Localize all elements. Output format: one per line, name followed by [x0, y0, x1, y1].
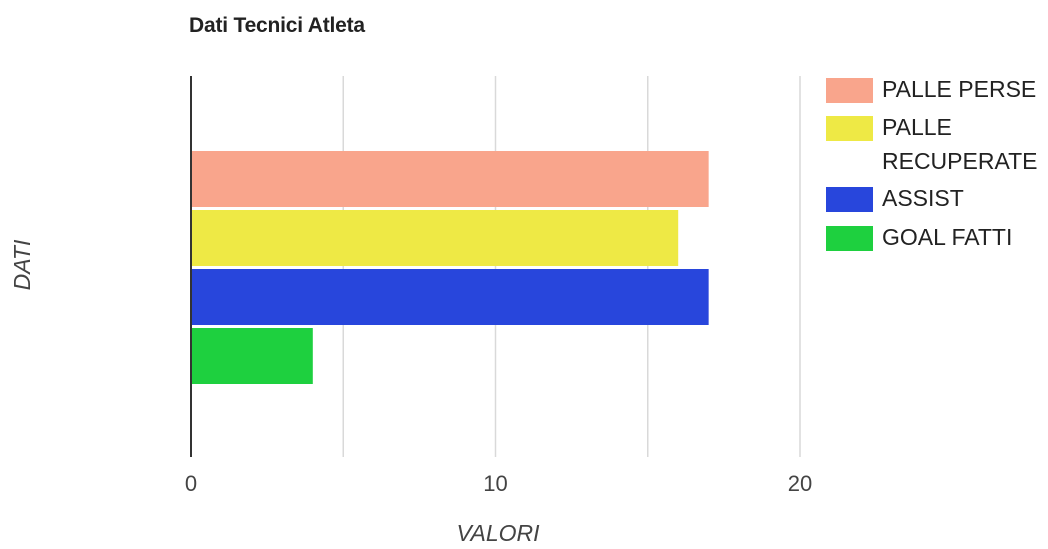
bar-palle-perse: [191, 151, 709, 207]
x-tick-label: 20: [788, 471, 812, 496]
x-tick-label: 0: [185, 471, 197, 496]
bar-goal-fatti: [191, 328, 313, 384]
chart-title: Dati Tecnici Atleta: [189, 14, 365, 37]
bars: [191, 151, 709, 384]
legend-label: PALLE PERSE: [882, 76, 1037, 102]
legend-swatch: [826, 187, 873, 212]
bar-assist: [191, 269, 709, 325]
legend-label: GOAL FATTI: [882, 224, 1013, 250]
y-axis-label: DATI: [9, 239, 35, 290]
legend-swatch: [826, 78, 873, 103]
legend-swatch: [826, 116, 873, 141]
bar-palle-recuperate: [191, 210, 679, 266]
legend-label: PALLE RECUPERATE: [882, 114, 1038, 174]
x-tick-label: 10: [483, 471, 507, 496]
gridlines: [342, 76, 801, 457]
legend-label: ASSIST: [882, 185, 964, 211]
x-axis-label: VALORI: [456, 520, 540, 546]
plot-area: 0 10 20 VALORI DATI: [9, 76, 812, 546]
x-tick-labels: 0 10 20: [185, 471, 812, 496]
legend-swatch: [826, 226, 873, 251]
